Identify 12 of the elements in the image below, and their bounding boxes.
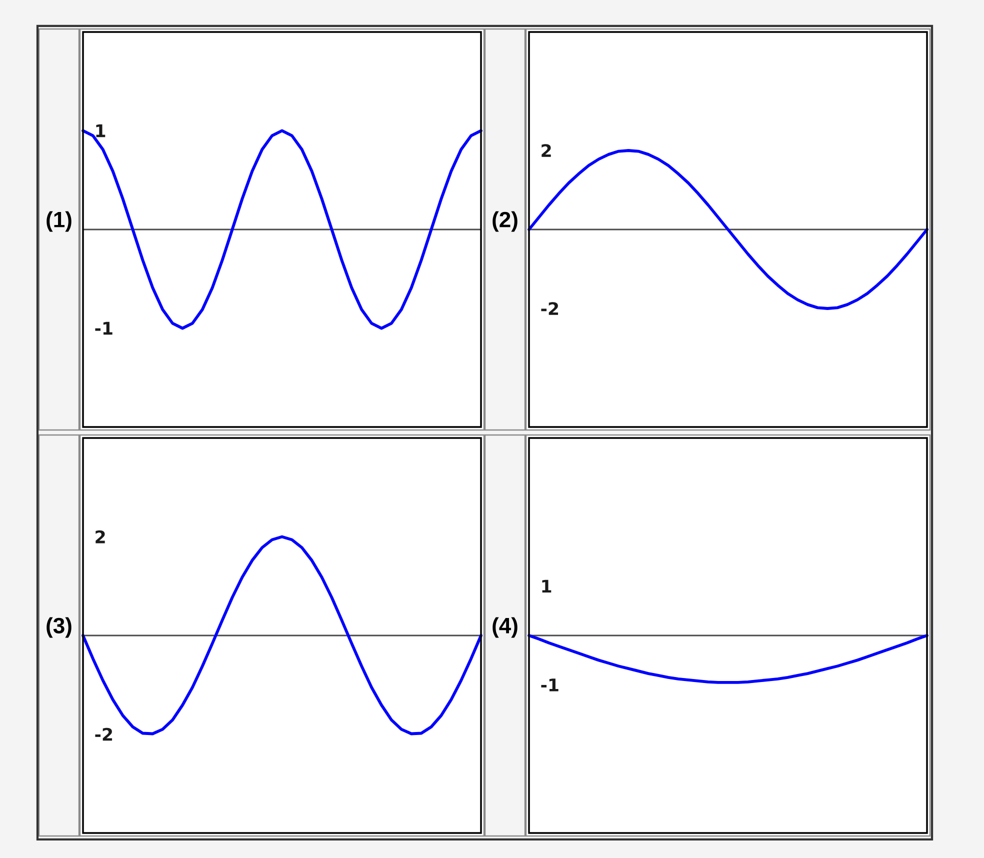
y-tick-label: 1 (96, 124, 106, 138)
text: (2) (492, 211, 518, 232)
text: (3) (46, 617, 72, 638)
y-tick-label: 2 (96, 530, 105, 544)
y-tick-label: 2 (542, 144, 551, 157)
y-tick-label: -1 (541, 678, 558, 692)
y-tick-label: -1 (95, 322, 112, 335)
y-tick-label: -2 (95, 728, 112, 741)
y-tick-label: -2 (541, 302, 558, 315)
text: (1) (46, 211, 72, 232)
y-tick-label: 1 (542, 580, 552, 592)
text: (4) (492, 617, 518, 638)
